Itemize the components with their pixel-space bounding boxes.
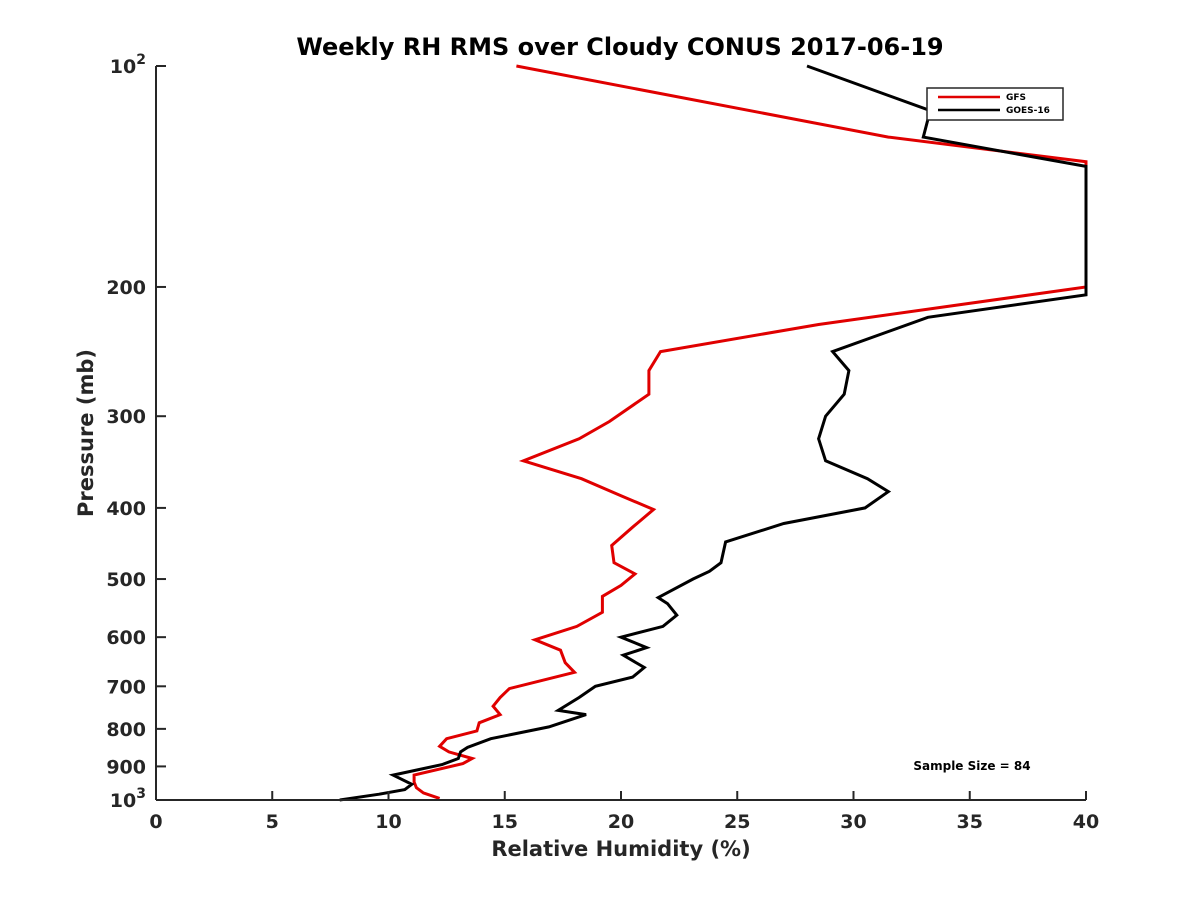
x-tick-label: 5 bbox=[266, 811, 279, 833]
legend: GFS GOES-16 bbox=[926, 87, 1064, 121]
x-tick-label: 35 bbox=[957, 811, 983, 833]
legend-label-goes-16: GOES-16 bbox=[1006, 106, 1050, 116]
x-tick-label: 30 bbox=[840, 811, 866, 833]
y-tick-label: 800 bbox=[106, 719, 146, 741]
chart-title: Weekly RH RMS over Cloudy CONUS 2017-06-… bbox=[296, 33, 943, 61]
legend-label-gfs: GFS bbox=[1006, 93, 1026, 103]
series-layer bbox=[339, 64, 1088, 802]
y-tick-label: 900 bbox=[106, 756, 146, 778]
y-tick-label: 600 bbox=[106, 627, 146, 649]
x-tick-label: 40 bbox=[1073, 811, 1099, 833]
plot-area: 0 5 10 15 20 25 30 35 40 102 200 300 400 500 600 700 80… bbox=[106, 52, 1099, 833]
x-tick-label: 0 bbox=[149, 811, 162, 833]
y-tick-label: 500 bbox=[106, 569, 146, 591]
y-tick-label: 102 bbox=[110, 52, 146, 78]
series-line-goes-16 bbox=[339, 64, 1088, 802]
y-tick-label: 103 bbox=[110, 786, 146, 812]
y-axis-label: Pressure (mb) bbox=[74, 349, 98, 517]
x-tick-label: 15 bbox=[492, 811, 518, 833]
series-line-gfs bbox=[412, 64, 1088, 800]
x-tick-label: 20 bbox=[608, 811, 634, 833]
y-tick-label: 400 bbox=[106, 498, 146, 520]
x-tick-label: 10 bbox=[375, 811, 401, 833]
x-tick-label: 25 bbox=[724, 811, 750, 833]
x-axis-label: Relative Humidity (%) bbox=[491, 837, 750, 861]
legend-box bbox=[926, 87, 1064, 121]
y-tick-label: 700 bbox=[106, 676, 146, 698]
sample-size-annotation: Sample Size = 84 bbox=[913, 759, 1030, 773]
y-tick-label: 200 bbox=[106, 277, 146, 299]
y-ticks: 102 200 300 400 500 600 700 800 900 103 bbox=[106, 52, 166, 812]
x-ticks: 0 5 10 15 20 25 30 35 40 bbox=[149, 791, 1099, 833]
y-tick-label: 300 bbox=[106, 406, 146, 428]
